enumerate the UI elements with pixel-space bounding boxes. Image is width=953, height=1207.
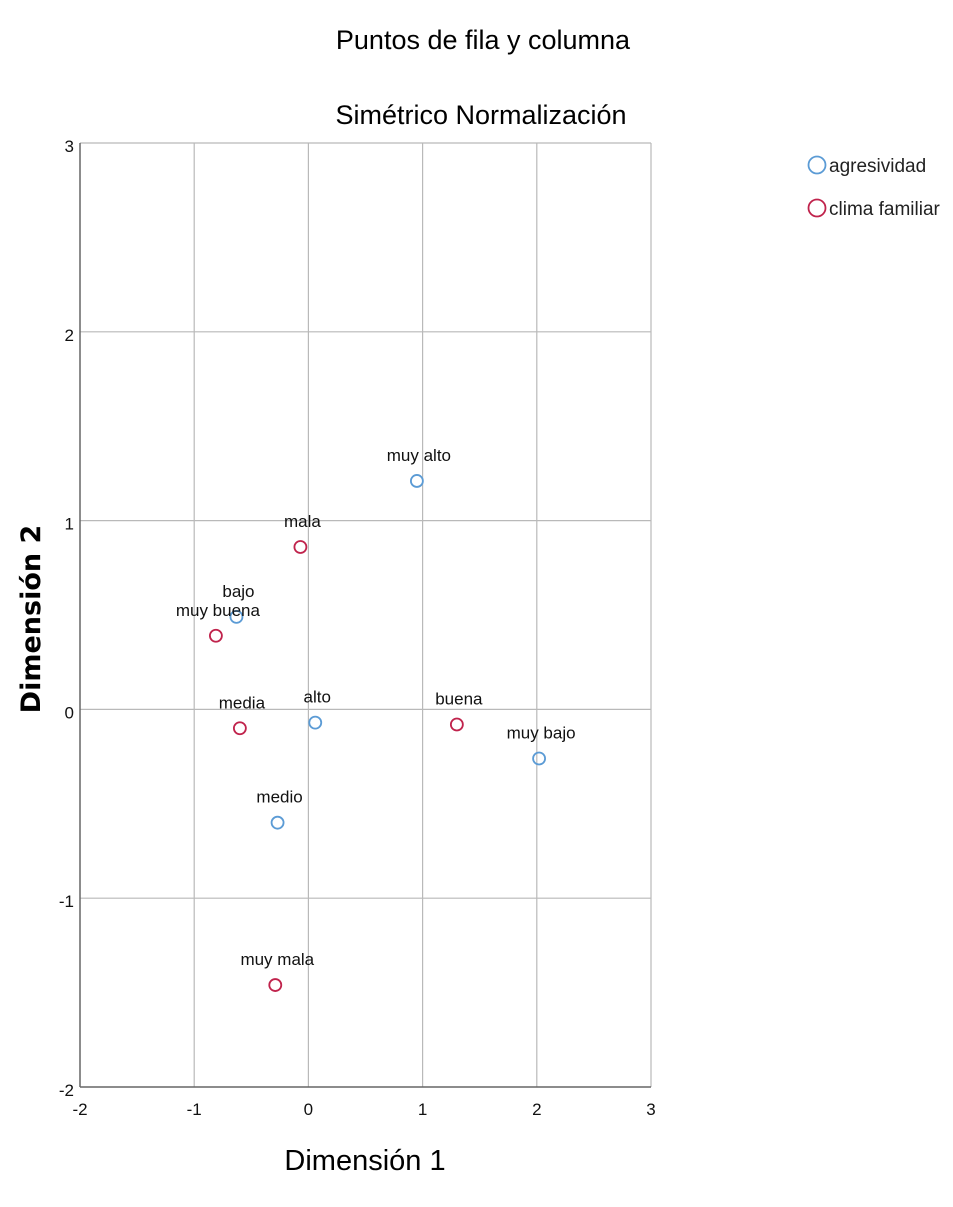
legend-marker-agresividad bbox=[807, 155, 827, 175]
legend-marker-clima-familiar bbox=[807, 198, 827, 218]
point-clima-familiar-media bbox=[232, 721, 247, 736]
legend-label-clima-familiar: clima familiar bbox=[829, 199, 941, 220]
y-axis-title: Dimensión 2 bbox=[16, 525, 47, 714]
x-axis-title: Dimensión 1 bbox=[284, 1145, 445, 1177]
y-tick-label: 1 bbox=[65, 515, 74, 534]
point-label-medio: medio bbox=[256, 788, 302, 807]
data-points: muy alto bajo alto medio muy bajo mala muy bue… bbox=[176, 446, 576, 992]
point-label-media: media bbox=[219, 693, 266, 712]
point-label-muy-alto: muy alto bbox=[387, 446, 451, 465]
y-tick-label: 0 bbox=[65, 703, 74, 722]
x-tick-label: 1 bbox=[418, 1100, 427, 1119]
x-tick-label: 2 bbox=[532, 1100, 541, 1119]
point-agresividad-muy-alto bbox=[409, 474, 424, 488]
axis-ticks: -2 -1 0 1 2 3 -2 -1 0 1 2 3 bbox=[59, 137, 656, 1119]
legend-label-agresividad: agresividad bbox=[829, 156, 926, 177]
point-label-muy-buena: muy buena bbox=[176, 601, 261, 620]
x-tick-label: -1 bbox=[187, 1100, 202, 1119]
grid-lines bbox=[79, 142, 652, 1088]
x-tick-label: 3 bbox=[646, 1100, 655, 1119]
point-label-buena: buena bbox=[435, 690, 483, 709]
x-tick-label: -2 bbox=[72, 1100, 87, 1119]
point-label-mala: mala bbox=[284, 512, 321, 531]
chart-subtitle: Simétrico Normalización bbox=[335, 100, 626, 130]
point-clima-familiar-muy-mala bbox=[268, 978, 283, 992]
y-tick-label: -2 bbox=[59, 1081, 74, 1100]
y-tick-label: -1 bbox=[59, 892, 74, 911]
point-clima-familiar-buena bbox=[449, 717, 464, 732]
y-tick-label: 3 bbox=[65, 137, 74, 156]
point-label-alto: alto bbox=[304, 688, 331, 707]
point-clima-familiar-mala bbox=[293, 540, 308, 554]
chart-title: Puntos de fila y columna bbox=[336, 25, 631, 55]
point-label-muy-mala: muy mala bbox=[240, 950, 314, 969]
point-label-bajo: bajo bbox=[222, 582, 254, 601]
legend: agresividad clima familiar bbox=[807, 155, 941, 220]
point-agresividad-bajo bbox=[229, 609, 244, 624]
point-clima-familiar-muy-buena bbox=[208, 628, 223, 643]
point-agresividad-alto bbox=[308, 715, 323, 730]
plot-area bbox=[80, 143, 651, 1087]
y-tick-label: 2 bbox=[65, 326, 74, 345]
x-tick-label: 0 bbox=[304, 1100, 313, 1119]
point-agresividad-medio bbox=[270, 815, 285, 830]
point-agresividad-muy-bajo bbox=[532, 751, 546, 766]
point-label-muy-bajo: muy bajo bbox=[507, 723, 576, 742]
